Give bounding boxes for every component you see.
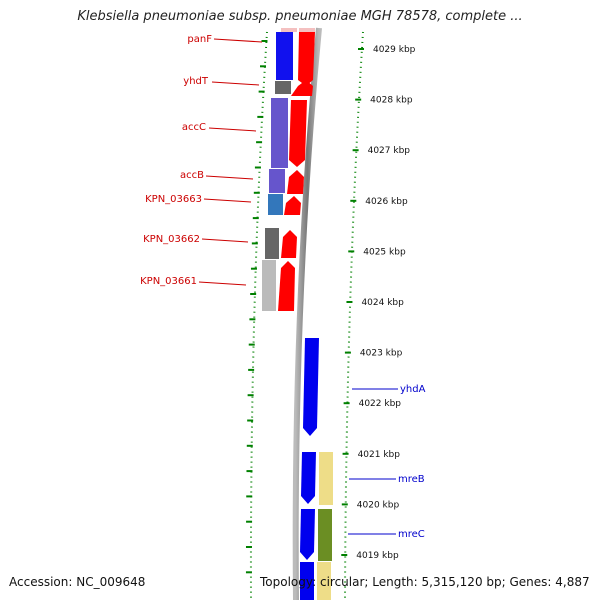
panF-inner-box (276, 32, 293, 80)
scale-ticks: 4029 kbp 4028 kbp 4027 kbp 4026 kbp 4025 kbp… (341, 45, 416, 561)
gene-label-accC: accC (182, 122, 257, 133)
scale-tick-label: 4024 kbp (361, 298, 404, 308)
outer-feature-bottom (317, 562, 331, 600)
scale-tick-label: 4021 kbp (358, 450, 401, 460)
KPN_03661-inner-box (262, 260, 276, 311)
outer-dotted-ring (344, 31, 364, 600)
panF-arrow (298, 32, 315, 86)
accC-arrow (289, 100, 307, 167)
scale-tick-label: 4019 kbp (356, 551, 399, 561)
gene-label-text: accC (182, 122, 206, 133)
KPN_03662-inner-box (265, 228, 279, 259)
yhdT-arrow (291, 80, 313, 96)
accB-inner-box (269, 169, 285, 193)
yhdA-arrow (303, 338, 319, 436)
scale-tick-label: 4023 kbp (360, 349, 403, 359)
forward-feature-bottom (300, 562, 314, 600)
gene-label-mreB: mreB (349, 474, 425, 485)
reverse-feature-top-2 (299, 28, 315, 32)
accB-arrow (287, 170, 304, 194)
scale-tick-label: 4025 kbp (363, 247, 406, 257)
KPN_03661-arrow (278, 261, 295, 311)
mreC-arrow (300, 509, 315, 560)
gene-label-text: KPN_03661 (140, 276, 197, 287)
mreC-outer-box (318, 509, 332, 561)
gene-label-text: KPN_03663 (145, 194, 202, 205)
inner-minor-ticks (245, 40, 268, 574)
mreB-arrow (301, 452, 316, 504)
gene-label-text: panF (187, 34, 212, 45)
gene-label-text: accB (180, 170, 204, 181)
gene-label-KPN_03662: KPN_03662 (143, 234, 249, 245)
scale-tick-label: 4020 kbp (357, 500, 400, 510)
gene-label-text: mreC (398, 529, 425, 540)
gene-label-text: KPN_03662 (143, 234, 200, 245)
scale-tick-label: 4026 kbp (365, 197, 408, 207)
gene-label-mreC: mreC (348, 529, 425, 540)
gene-label-accB: accB (180, 170, 254, 181)
KPN_03663-inner-box (268, 194, 283, 215)
KPN_03663-arrow (284, 196, 301, 215)
scale-tick-label: 4028 kbp (370, 96, 413, 106)
reverse-feature-top (281, 28, 297, 32)
scale-tick-label: 4029 kbp (373, 45, 416, 55)
genome-backbone (292, 27, 322, 600)
gene-label-text: mreB (398, 474, 425, 485)
inner-dotted-ring (249, 31, 268, 600)
gene-label-yhdA: yhdA (352, 384, 426, 395)
yhdT-inner-box (275, 81, 291, 94)
gene-label-KPN_03661: KPN_03661 (140, 276, 247, 287)
accession-label: Accession: NC_009648 (9, 575, 146, 589)
gene-label-panF: panF (187, 34, 263, 45)
scale-tick-label: 4027 kbp (368, 146, 411, 156)
map-title: Klebsiella pneumoniae subsp. pneumoniae … (77, 9, 523, 24)
gene-label-yhdT: yhdT (183, 76, 260, 87)
gene-label-text: yhdA (400, 384, 426, 395)
mreB-outer-box (319, 452, 333, 505)
accC-inner-box (271, 98, 288, 168)
gene-label-text: yhdT (183, 76, 209, 87)
genome-summary: Topology: circular; Length: 5,315,120 bp… (260, 575, 590, 589)
scale-tick-label: 4022 kbp (359, 399, 402, 409)
KPN_03662-arrow (281, 230, 297, 258)
gene-label-KPN_03663: KPN_03663 (145, 194, 252, 205)
